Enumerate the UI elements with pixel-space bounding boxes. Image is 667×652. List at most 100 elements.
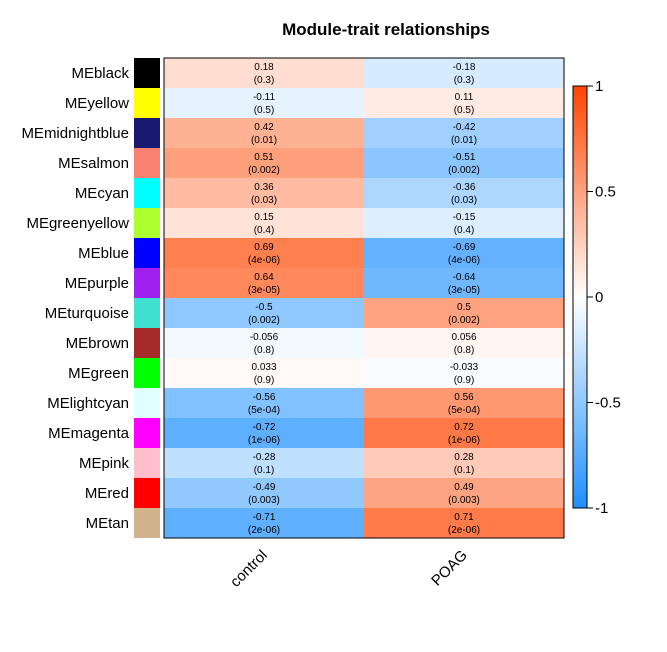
- cell-correlation-label: 0.42: [254, 122, 274, 133]
- cell-pvalue-label: (5e-04): [248, 405, 280, 416]
- module-swatch: [134, 388, 160, 418]
- heatmap-cell: [164, 58, 364, 88]
- cell-correlation-label: -0.28: [253, 452, 276, 463]
- cell-pvalue-label: (1e-06): [448, 435, 480, 446]
- heatmap-cell: [164, 208, 364, 238]
- heatmap-cell: [164, 478, 364, 508]
- module-swatch: [134, 418, 160, 448]
- heatmap-cell: [164, 358, 364, 388]
- row-label: MEbrown: [66, 335, 129, 352]
- heatmap-cell: [364, 208, 564, 238]
- cell-correlation-label: 0.51: [254, 152, 274, 163]
- cell-correlation-label: -0.18: [453, 62, 476, 73]
- cell-pvalue-label: (0.002): [448, 315, 480, 326]
- heatmap-cell: [364, 268, 564, 298]
- chart-title: Module-trait relationships: [282, 20, 490, 39]
- cell-correlation-label: -0.72: [253, 422, 276, 433]
- cell-correlation-label: -0.056: [250, 332, 279, 343]
- heatmap-cell: [164, 238, 364, 268]
- row-label: MEmidnightblue: [21, 125, 129, 142]
- module-swatches: [134, 58, 160, 538]
- column-labels: control POAG: [227, 547, 471, 591]
- heatmap-border: [163, 57, 565, 539]
- cell-pvalue-label: (0.03): [251, 195, 277, 206]
- cell-pvalue-label: (0.9): [254, 375, 275, 386]
- row-label: MElightcyan: [47, 395, 129, 412]
- cell-pvalue-label: (0.3): [454, 75, 475, 86]
- cell-correlation-label: 0.11: [455, 92, 474, 103]
- module-swatch: [134, 88, 160, 118]
- row-label: MEred: [85, 485, 129, 502]
- cell-correlation-label: 0.72: [454, 422, 474, 433]
- heatmap-cell: [164, 268, 364, 298]
- heatmap-cell: [364, 238, 564, 268]
- heatmap-cell: [164, 148, 364, 178]
- color-scale-tick-label: 0: [595, 289, 603, 306]
- heatmap-cell: [364, 358, 564, 388]
- heatmap-cell: [364, 328, 564, 358]
- cell-pvalue-label: (0.002): [248, 315, 280, 326]
- cell-pvalue-label: (0.5): [454, 105, 475, 116]
- cell-pvalue-label: (0.8): [254, 345, 275, 356]
- cell-correlation-label: 0.056: [451, 332, 476, 343]
- cell-correlation-label: -0.11: [253, 92, 275, 103]
- row-label: MEpurple: [65, 275, 129, 292]
- heatmap-cell: [164, 448, 364, 478]
- color-scale-tick-label: -1: [595, 500, 608, 517]
- cell-correlation-label: -0.36: [453, 182, 476, 193]
- module-swatch: [134, 178, 160, 208]
- cell-correlation-label: -0.51: [453, 152, 476, 163]
- column-label: control: [227, 547, 271, 591]
- color-scale-tick-label: 1: [595, 78, 603, 95]
- row-label: MEyellow: [65, 95, 129, 112]
- heatmap-cell: [364, 418, 564, 448]
- row-label: MEgreenyellow: [26, 215, 129, 232]
- heatmap-cell: [364, 388, 564, 418]
- heatmap-cells: 0.18 (0.3) -0.18 (0.3) -0.11 (0.5) 0.11 (0.5) 0.…: [164, 58, 564, 538]
- module-swatch: [134, 328, 160, 358]
- cell-pvalue-label: (0.01): [251, 135, 277, 146]
- cell-pvalue-label: (0.03): [451, 195, 477, 206]
- module-swatch: [134, 268, 160, 298]
- cell-correlation-label: 0.64: [254, 272, 274, 283]
- column-label: POAG: [428, 547, 471, 590]
- cell-pvalue-label: (0.1): [254, 465, 275, 476]
- heatmap-cell: [164, 328, 364, 358]
- color-scale-legend: 1 0.5 0 -0.5 -1: [572, 78, 621, 517]
- cell-pvalue-label: (0.1): [454, 465, 475, 476]
- module-swatch: [134, 238, 160, 268]
- row-label: MEgreen: [68, 365, 129, 382]
- heatmap-cell: [164, 118, 364, 148]
- heatmap-cell: [364, 448, 564, 478]
- module-swatch: [134, 298, 160, 328]
- heatmap-cell: [364, 148, 564, 178]
- cell-correlation-label: -0.64: [453, 272, 476, 283]
- heatmap-cell: [164, 508, 364, 538]
- row-label: MEmagenta: [48, 425, 130, 442]
- heatmap-cell: [364, 118, 564, 148]
- module-swatch: [134, 118, 160, 148]
- row-label: MEcyan: [75, 185, 129, 202]
- cell-pvalue-label: (0.003): [248, 495, 280, 506]
- cell-correlation-label: -0.49: [253, 482, 276, 493]
- heatmap-cell: [364, 178, 564, 208]
- heatmap-cell: [364, 508, 564, 538]
- cell-pvalue-label: (5e-04): [448, 405, 480, 416]
- cell-pvalue-label: (0.003): [448, 495, 480, 506]
- cell-pvalue-label: (0.01): [451, 135, 477, 146]
- heatmap-cell: [364, 88, 564, 118]
- cell-correlation-label: 0.15: [254, 212, 274, 223]
- module-swatch: [134, 358, 160, 388]
- cell-pvalue-label: (0.9): [454, 375, 475, 386]
- module-swatch: [134, 148, 160, 178]
- cell-pvalue-label: (0.4): [454, 225, 475, 236]
- cell-pvalue-label: (0.002): [248, 165, 280, 176]
- heatmap-cell: [164, 418, 364, 448]
- row-label: MEsalmon: [58, 155, 129, 172]
- cell-correlation-label: -0.56: [253, 392, 276, 403]
- cell-correlation-label: -0.42: [453, 122, 476, 133]
- row-labels: MEblack MEyellow MEmidnightblue MEsalmon MEc…: [21, 65, 129, 532]
- cell-correlation-label: 0.18: [254, 62, 274, 73]
- cell-correlation-label: 0.71: [454, 512, 474, 523]
